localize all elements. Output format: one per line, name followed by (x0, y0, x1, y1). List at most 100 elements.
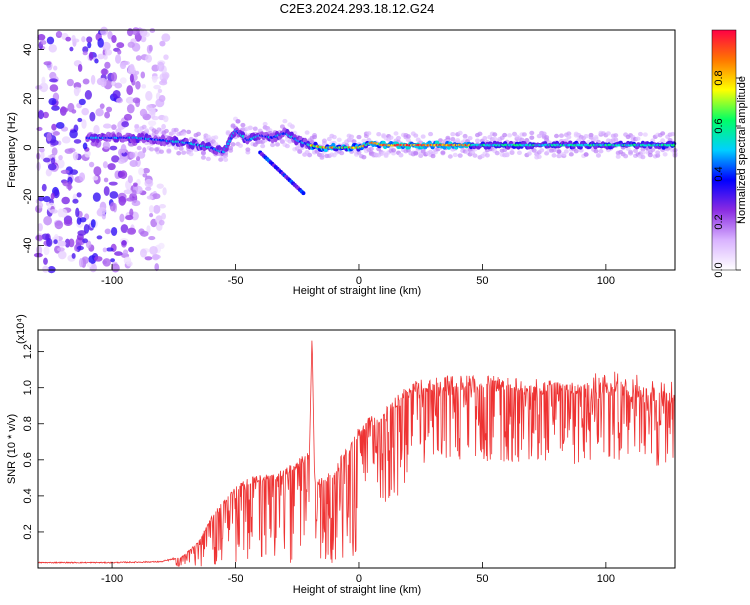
spectrogram-cell (60, 169, 70, 174)
spectrogram-cell (82, 142, 88, 150)
spectrogram-cell (81, 119, 87, 129)
spectrogram-cell (134, 70, 140, 75)
spectrogram-cell (78, 98, 86, 106)
spectrogram-cell (119, 77, 127, 84)
spectrogram-cell (120, 143, 127, 154)
spectrogram-cell (99, 103, 105, 109)
spectrogram-cell (598, 149, 604, 154)
spectrogram-cell (632, 148, 638, 154)
spectrogram-cell (106, 106, 113, 113)
spectrogram-cell (49, 84, 59, 92)
spectrogram-cell (61, 136, 71, 144)
spectrogram-cell (78, 172, 86, 182)
spectrogram-cell (457, 153, 463, 158)
spectrogram-cell (502, 132, 508, 138)
spectrogram-cell (43, 196, 51, 203)
snr-y-tick-label: 1.2 (22, 344, 34, 359)
spectrogram-cell (446, 145, 452, 150)
spectrogram-cell (120, 224, 129, 234)
spectrogram-cell (413, 133, 419, 138)
spectrogram-cell (163, 128, 169, 134)
spectrogram-cell (53, 65, 58, 71)
spectrogram-cell (149, 212, 154, 218)
spectrogram-x-tick-label: 100 (597, 275, 615, 287)
spectrogram-cell (158, 204, 167, 209)
spectrogram-cell (477, 131, 483, 137)
spectrogram-x-tick-label: -50 (228, 275, 244, 287)
spectrogram-cell (151, 75, 159, 80)
spectrogram-cell (35, 234, 43, 241)
spectrogram-cell (188, 151, 194, 157)
spectrogram-cell (55, 121, 65, 129)
spectrogram-y-tick-label: -40 (22, 238, 34, 254)
spectrogram-cell (141, 84, 147, 89)
spectrogram-cell (326, 136, 332, 142)
spectrogram-cell (100, 77, 107, 88)
spectrogram-cell (349, 134, 355, 139)
spectrogram-cell (163, 54, 169, 60)
spectrogram-cell (152, 193, 161, 200)
snr-y-multiplier: (x10⁴) (15, 314, 27, 344)
spectrogram-cell (321, 138, 327, 143)
spectrogram-cell (553, 133, 559, 139)
spectrogram-cell (195, 131, 201, 137)
spectrogram-cell (68, 238, 75, 248)
spectrogram-cell (274, 142, 280, 147)
spectrogram-cell (161, 33, 171, 42)
spectrogram-cell (48, 44, 57, 53)
snr-panel: -100 -50 0 50 100 1.2 1.0 0.8 0.6 0.4 0.2 Height … (6, 314, 676, 596)
spectrogram-cell (140, 35, 147, 43)
spectrogram-cell (64, 148, 74, 154)
spectrogram-cell (158, 242, 165, 250)
spectrogram-cell (111, 263, 120, 273)
spectrogram-cell (46, 36, 55, 45)
spectrogram-cell (71, 253, 76, 259)
spectrogram-cell (213, 135, 219, 140)
spectrogram-cell (526, 151, 532, 156)
spectrogram-cell (51, 123, 57, 131)
spectrogram-cell (529, 135, 535, 140)
colorbar: 0.0 0.2 0.4 0.6 0.8 Normalized spectral ampl… (711, 29, 748, 278)
spectrogram-cell (161, 123, 166, 130)
spectrogram-cell (37, 34, 46, 41)
spectrogram-cell (307, 152, 313, 158)
spectrogram-cell (132, 189, 137, 197)
spectrogram-cell (437, 138, 443, 143)
spectrogram-cell (125, 96, 135, 104)
spectrogram-cell (121, 240, 127, 246)
spectrogram-cell (507, 133, 513, 138)
spectrogram-cell (109, 145, 118, 151)
spectrogram-y-tick-label: 0 (22, 144, 34, 150)
spectrogram-cell (42, 111, 49, 119)
spectrogram-cell (38, 110, 44, 120)
spectrogram-x-tick-label: 0 (356, 275, 362, 287)
spectrogram-cell (133, 182, 138, 187)
spectrogram-cell (116, 42, 125, 49)
spectrogram-cell (502, 147, 508, 153)
spectrogram-cell (65, 36, 72, 42)
spectrogram-cell (628, 149, 634, 155)
colorbar-gradient (711, 29, 737, 271)
spectrogram-cell (270, 142, 276, 148)
spectrogram-cell (156, 127, 162, 132)
snr-x-tick-label: 0 (356, 573, 362, 585)
spectrogram-cell (102, 247, 108, 253)
spectrogram-cell (566, 131, 572, 136)
spectrogram-cell (97, 37, 104, 48)
snr-x-tick-label: -50 (228, 573, 244, 585)
spectrogram-cell (92, 192, 101, 202)
spectrogram-y-tick-label: -20 (22, 189, 34, 205)
spectrogram-cell (84, 149, 91, 158)
spectrogram-cell (660, 131, 666, 136)
spectrogram-cell (640, 150, 646, 155)
spectrogram-cell (445, 135, 451, 141)
spectrogram-cell (66, 78, 74, 87)
spectrogram-cell (100, 26, 109, 36)
spectrogram-cell (110, 226, 118, 236)
spectrogram-cell (132, 97, 141, 104)
spectrogram-cell (472, 153, 478, 158)
spectrogram-cell (43, 215, 52, 226)
spectrogram-cell (388, 135, 394, 140)
spectrogram-cell (52, 131, 61, 136)
spectrogram-cell (131, 27, 140, 36)
